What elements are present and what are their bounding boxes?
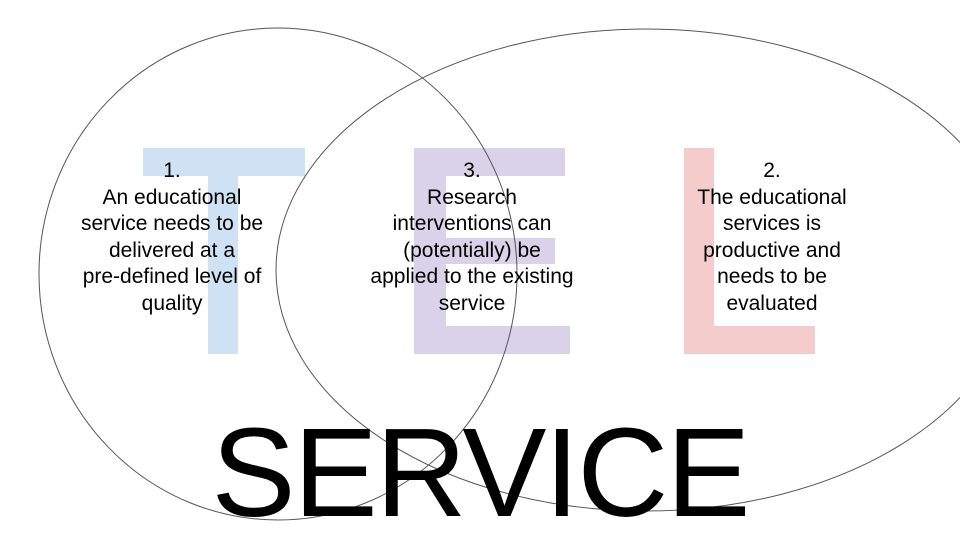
service-heading: SERVICE — [211, 402, 751, 543]
text-1-line: 1. — [163, 159, 181, 182]
text-3-line: service — [438, 291, 506, 315]
text-2-line: 2. — [763, 159, 781, 182]
text-3-line: applied to the existing — [370, 265, 574, 288]
letter-e-bottom — [414, 326, 570, 354]
text-3-line: 3. — [463, 159, 481, 182]
text-2-line: evaluated — [726, 291, 818, 315]
text-block-2: 2. The educational services is productiv… — [672, 158, 872, 317]
text-1-line: An educational — [102, 185, 242, 209]
letter-l-stem — [684, 148, 714, 354]
text-3-line: Research — [427, 185, 517, 209]
text-1-line: quality — [141, 291, 203, 315]
letter-e-top — [414, 148, 565, 176]
text-1-line: pre-defined level of — [82, 265, 262, 288]
text-3-line: (potentially) be — [403, 238, 541, 262]
text-3-line: interventions can — [392, 212, 552, 235]
right-circle — [275, 28, 960, 512]
text-2-line: The educational — [697, 185, 847, 209]
letter-t-stem — [208, 148, 238, 354]
text-2-line: services is — [722, 212, 822, 235]
letter-l-foot — [684, 326, 815, 354]
text-1-line: service needs to be — [80, 212, 264, 235]
letter-t-shape — [143, 148, 305, 354]
left-circle — [38, 27, 518, 521]
text-2-line: needs to be — [717, 265, 827, 288]
letter-l-shape — [684, 148, 815, 354]
letter-e-middle — [414, 238, 555, 264]
text-block-3: 3. Research interventions can (potential… — [352, 158, 592, 317]
letter-e-shape — [414, 148, 570, 354]
text-2-line: productive and — [703, 238, 841, 262]
text-1-line: delivered at a — [108, 238, 236, 262]
text-block-1: 1. An educational service needs to be de… — [60, 158, 284, 317]
